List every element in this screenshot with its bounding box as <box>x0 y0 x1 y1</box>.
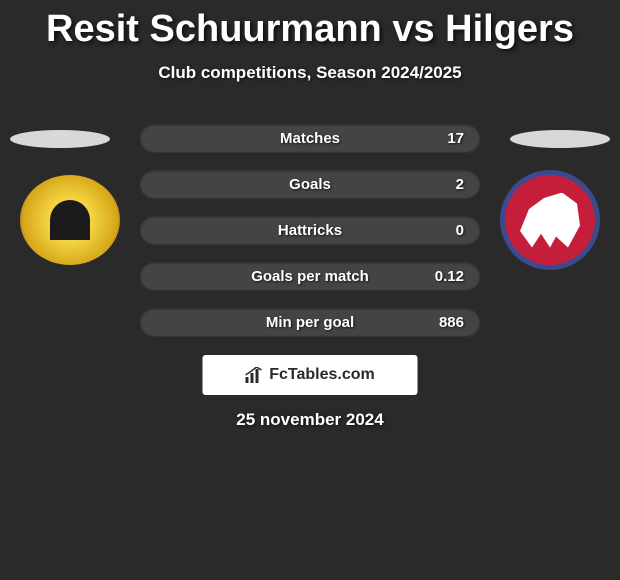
stat-row: Goals 2 <box>140 170 480 198</box>
stat-row: Goals per match 0.12 <box>140 262 480 290</box>
logo-text: FcTables.com <box>269 366 375 384</box>
stats-list: Matches 17 Goals 2 Hattricks 0 Goals per… <box>140 124 480 336</box>
stat-value: 17 <box>447 130 464 147</box>
stat-label: Min per goal <box>266 314 354 331</box>
stat-value: 2 <box>456 176 464 193</box>
stat-value: 0 <box>456 222 464 239</box>
stat-label: Goals per match <box>251 268 369 285</box>
stat-row: Hattricks 0 <box>140 216 480 244</box>
date-line: 25 november 2024 <box>0 410 620 430</box>
stat-value: 0.12 <box>435 268 464 285</box>
stat-row: Min per goal 886 <box>140 308 480 336</box>
source-logo: FcTables.com <box>203 355 418 395</box>
subtitle: Club competitions, Season 2024/2025 <box>0 63 620 83</box>
stat-label: Goals <box>289 176 331 193</box>
club-badge-left <box>20 175 120 265</box>
player-left-marker <box>10 130 110 148</box>
page-title: Resit Schuurmann vs Hilgers <box>0 0 620 51</box>
stat-row: Matches 17 <box>140 124 480 152</box>
stat-value: 886 <box>439 314 464 331</box>
club-badge-right <box>500 170 600 270</box>
player-right-marker <box>510 130 610 148</box>
chart-icon <box>245 367 263 383</box>
stat-label: Hattricks <box>278 222 342 239</box>
stat-label: Matches <box>280 130 340 147</box>
